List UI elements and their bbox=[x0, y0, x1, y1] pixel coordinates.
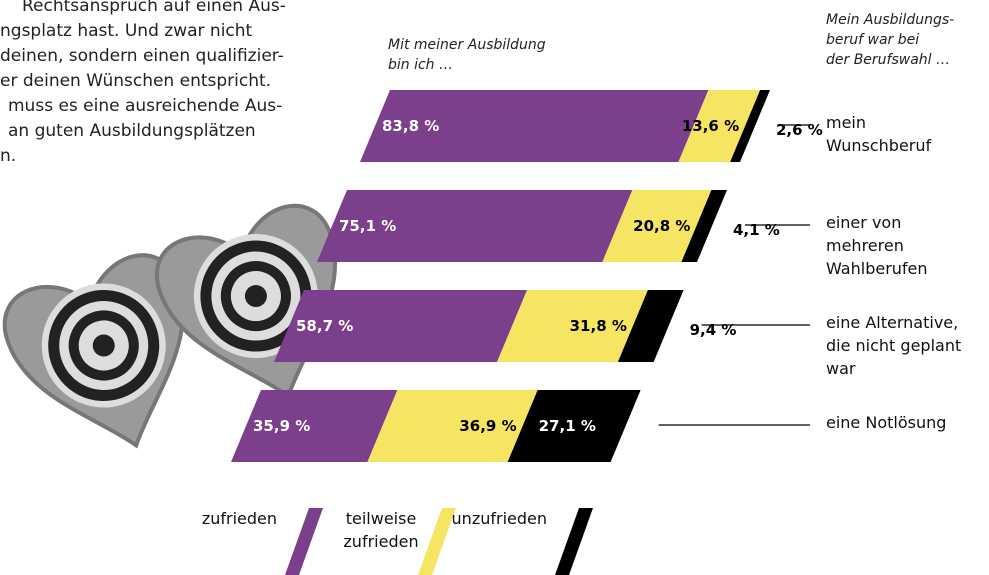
bar-segment bbox=[317, 190, 633, 262]
category-label: einer von mehreren Wahlberufen bbox=[826, 213, 928, 278]
category-label: eine Alternative, die nicht geplant war bbox=[826, 313, 962, 378]
legend-swatch bbox=[285, 508, 323, 575]
intro-line: Rechtsanspruch auf einen Aus- bbox=[22, 0, 286, 16]
bar-segment bbox=[681, 190, 727, 262]
legend-label: unzufrieden bbox=[451, 509, 547, 528]
right-header: beruf war bei bbox=[826, 32, 920, 48]
bar-segment bbox=[617, 290, 684, 362]
left-header: Mit meiner Ausbildung bbox=[388, 37, 546, 53]
right-header: der Berufswahl … bbox=[826, 52, 951, 68]
legend-label: teilweise zufrieden bbox=[343, 509, 419, 551]
intro-line: deinen, sondern einen qualifizier- bbox=[0, 46, 284, 66]
value-label: 35,9 % bbox=[253, 417, 310, 435]
bar-segment bbox=[367, 390, 538, 462]
value-label: 13,6 % bbox=[682, 117, 739, 135]
value-label: 58,7 % bbox=[296, 317, 353, 335]
left-header: bin ich … bbox=[388, 57, 454, 73]
glasses-illustration bbox=[2, 203, 338, 449]
bar-segment bbox=[360, 90, 709, 162]
legend-swatch bbox=[555, 508, 593, 575]
value-label: 31,8 % bbox=[570, 317, 627, 335]
category-label: mein Wunschberuf bbox=[826, 113, 932, 155]
intro-line: n. bbox=[0, 146, 17, 166]
bar-segment bbox=[274, 290, 528, 362]
value-label: 4,1 % bbox=[733, 221, 780, 239]
value-label: 9,4 % bbox=[690, 321, 737, 339]
value-label: 83,8 % bbox=[382, 117, 439, 135]
bar-segment bbox=[231, 390, 398, 462]
bar-segment bbox=[497, 290, 648, 362]
intro-line: muss es eine ausreichende Aus- bbox=[8, 96, 283, 116]
value-label: 75,1 % bbox=[339, 217, 396, 235]
value-label: 27,1 % bbox=[539, 417, 596, 435]
legend-label: zufrieden bbox=[201, 509, 277, 528]
intro-line: ngsplatz hast. Und zwar nicht bbox=[0, 21, 253, 41]
bar-segment bbox=[730, 90, 770, 162]
bar-segment bbox=[602, 190, 712, 262]
legend-swatch bbox=[418, 508, 456, 575]
intro-line: an guten Ausbildungsplätzen bbox=[8, 121, 256, 141]
value-label: 36,9 % bbox=[459, 417, 516, 435]
intro-line: er deinen Wünschen entspricht. bbox=[0, 71, 272, 91]
value-label: 20,8 % bbox=[633, 217, 690, 235]
value-label: 2,6 % bbox=[776, 121, 823, 139]
bar-segment bbox=[678, 90, 761, 162]
bar-segment bbox=[507, 390, 641, 462]
right-header: Mein Ausbildungs- bbox=[826, 12, 955, 28]
category-label: eine Notlösung bbox=[826, 413, 947, 432]
